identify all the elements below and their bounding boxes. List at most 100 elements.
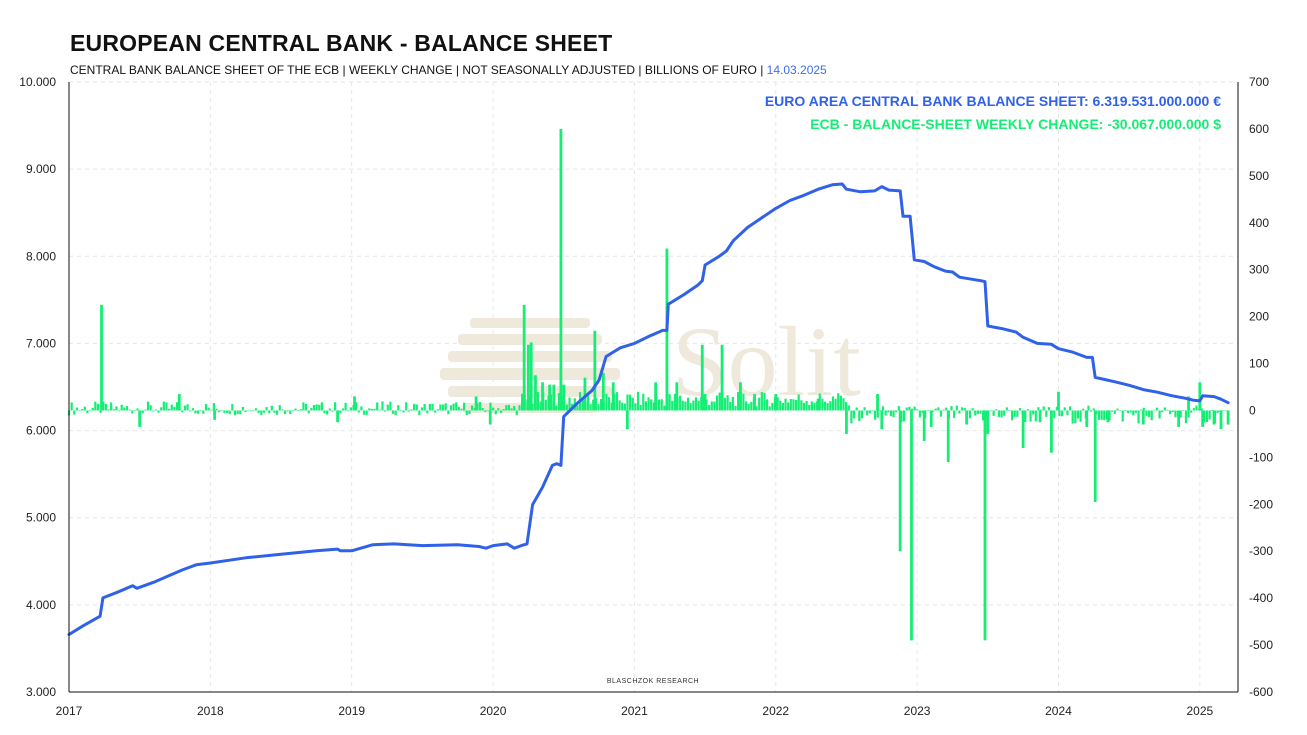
weekly-change-bar: [273, 410, 276, 413]
weekly-change-bar: [254, 408, 258, 411]
right-tick-label: -500: [1249, 638, 1273, 652]
weekly-change-bar: [1187, 396, 1190, 411]
weekly-change-bar: [813, 402, 816, 411]
weekly-change-bar: [1000, 410, 1003, 418]
weekly-change-bar: [765, 399, 769, 411]
weekly-change-bar: [663, 405, 666, 411]
legend-balance-sheet: EURO AREA CENTRAL BANK BALANCE SHEET: 6.…: [765, 93, 1221, 109]
weekly-change-bar: [1047, 407, 1051, 411]
weekly-change-bar: [1166, 409, 1169, 411]
weekly-change-bar: [133, 410, 136, 412]
x-tick-label: 2019: [338, 704, 365, 718]
weekly-change-bar: [834, 398, 837, 411]
weekly-change-bar: [1039, 409, 1043, 411]
weekly-change-bar: [431, 403, 434, 411]
weekly-change-bar: [1134, 410, 1138, 413]
weekly-change-bar: [821, 398, 824, 411]
weekly-change-bar: [686, 397, 690, 411]
right-tick-label: -200: [1249, 497, 1273, 511]
weekly-change-bar: [1150, 410, 1153, 421]
weekly-change-bar: [555, 405, 558, 411]
weekly-change-bar: [349, 407, 352, 411]
weekly-change-bar: [299, 409, 302, 411]
weekly-change-bar: [850, 410, 853, 424]
weekly-change-bar: [876, 394, 879, 411]
weekly-change-bar: [974, 410, 977, 416]
weekly-change-bar: [611, 382, 615, 411]
weekly-change-bar: [1082, 408, 1085, 411]
weekly-change-bar: [215, 408, 218, 411]
weekly-change-bar: [463, 402, 466, 411]
weekly-change-bar: [244, 410, 247, 412]
weekly-change-bar: [626, 394, 629, 411]
weekly-change-bar: [731, 396, 734, 411]
weekly-change-bar: [531, 403, 534, 411]
weekly-change-bar: [753, 394, 756, 411]
weekly-change-bar: [1174, 410, 1177, 418]
weekly-change-bar: [125, 406, 129, 411]
right-axis-ticks: -600 -500 -400 -300 -200 -100 0 100 200 300 400 500…: [1249, 75, 1273, 699]
weekly-change-bar: [102, 401, 105, 411]
weekly-change-bar: [763, 392, 766, 411]
weekly-change-bar: [513, 405, 516, 411]
weekly-change-bar: [689, 403, 692, 411]
weekly-change-bar: [929, 410, 933, 427]
weekly-change-bar: [302, 402, 305, 411]
weekly-change-bar: [460, 408, 463, 411]
weekly-change-bar: [441, 404, 445, 411]
weekly-change-bar: [1212, 410, 1216, 425]
weekly-change-bar: [937, 407, 940, 411]
weekly-change-bar: [1057, 391, 1060, 411]
weekly-change-bar: [173, 406, 176, 411]
weekly-change-bar: [910, 410, 913, 641]
weekly-change-bar: [436, 409, 439, 411]
weekly-change-bar: [866, 410, 869, 416]
weekly-change-bar: [681, 400, 684, 411]
weekly-change-bar: [257, 410, 260, 413]
weekly-change-bar: [507, 404, 511, 411]
weekly-change-bar: [1155, 407, 1159, 411]
weekly-change-bar: [692, 400, 695, 411]
weekly-change-bar: [989, 410, 993, 412]
weekly-change-bar: [1005, 407, 1008, 411]
weekly-change-bar: [265, 407, 268, 411]
weekly-change-bar: [228, 410, 231, 415]
weekly-change-bar: [986, 410, 990, 434]
x-tick-label: 2020: [480, 704, 507, 718]
weekly-change-bar: [175, 402, 179, 411]
weekly-change-bar: [117, 410, 121, 412]
weekly-change-bar: [1108, 410, 1111, 421]
weekly-change-bar: [78, 410, 81, 411]
weekly-change-bar: [874, 410, 877, 420]
x-tick-label: 2025: [1186, 704, 1213, 718]
weekly-change-bar: [492, 407, 495, 411]
left-axis-ticks: 3.000 4.000 5.000 6.000 7.000 8.000 9.000 10.00…: [19, 75, 56, 699]
weekly-change-bar: [794, 400, 798, 411]
weekly-change-bar: [918, 410, 921, 418]
weekly-change-bar: [131, 410, 134, 414]
weekly-change-bar: [1140, 409, 1143, 411]
weekly-change-bar: [1141, 410, 1145, 425]
weekly-change-bar: [1013, 410, 1016, 417]
chart-title: EUROPEAN CENTRAL BANK - BALANCE SHEET: [70, 30, 613, 56]
weekly-change-bar: [758, 397, 761, 411]
weekly-change-bar: [165, 402, 168, 411]
right-tick-label: 400: [1249, 216, 1269, 230]
weekly-change-bar: [194, 410, 197, 414]
grid: [69, 81, 1238, 693]
weekly-change-bar: [1066, 410, 1069, 416]
weekly-change-bar: [1203, 410, 1206, 423]
x-tick-label: 2022: [762, 704, 789, 718]
weekly-change-bar: [249, 410, 252, 412]
weekly-change-bar: [726, 395, 729, 411]
weekly-change-bar: [760, 392, 763, 411]
weekly-change-bar: [304, 403, 308, 411]
weekly-change-bar: [1211, 410, 1214, 411]
weekly-change-bar: [737, 391, 740, 411]
weekly-change-bar: [787, 402, 790, 411]
weekly-change-bar: [623, 403, 626, 411]
weekly-change-bar: [1050, 410, 1053, 453]
weekly-change-bar: [1103, 410, 1106, 421]
weekly-change-bar: [1121, 410, 1124, 422]
